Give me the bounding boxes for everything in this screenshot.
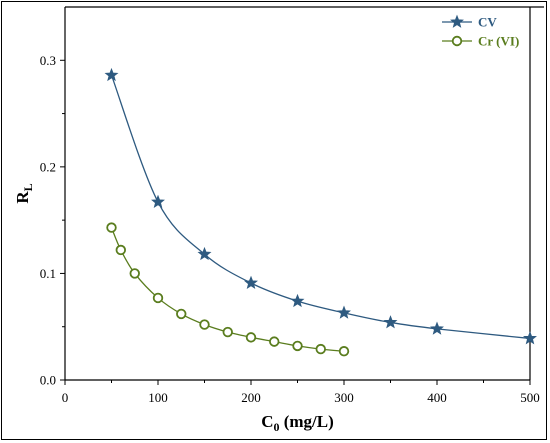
x-tick-label: 500 xyxy=(520,390,540,405)
data-point xyxy=(292,340,303,352)
series-layer xyxy=(104,67,537,357)
legend-label: CV xyxy=(478,15,497,30)
axes: 0 100 200 300 400 500 0.0 0.1 0.2 0.3 xyxy=(40,6,544,405)
y-tick-label: 0.2 xyxy=(40,159,56,174)
data-point xyxy=(245,332,257,343)
legend-label: Cr (VI) xyxy=(478,34,519,49)
data-point xyxy=(383,315,398,329)
data-point xyxy=(315,343,326,355)
data-point xyxy=(269,336,280,347)
y-tick-label: 0.3 xyxy=(40,53,56,68)
x-tick-label: 200 xyxy=(241,390,261,405)
series-2 xyxy=(106,222,350,357)
legend-marker xyxy=(450,14,464,28)
data-point xyxy=(129,268,140,279)
x-tick-label: 400 xyxy=(427,390,447,405)
data-point xyxy=(106,222,117,233)
data-point xyxy=(115,244,127,256)
y-axis-title: RL xyxy=(13,183,35,203)
data-point xyxy=(197,246,212,261)
legend: CV Cr (VI) xyxy=(442,15,519,49)
y-tick-label: 0.0 xyxy=(40,373,56,388)
data-point xyxy=(290,293,305,308)
y-tick-label: 0.1 xyxy=(40,266,56,281)
data-point xyxy=(244,275,258,289)
x-tick-label: 300 xyxy=(334,390,354,405)
x-tick-label: 100 xyxy=(148,390,168,405)
data-point xyxy=(104,67,119,82)
data-point xyxy=(199,319,210,330)
data-point xyxy=(222,326,233,338)
legend-marker xyxy=(451,35,463,47)
data-point xyxy=(151,194,165,208)
data-point xyxy=(430,321,444,335)
data-point xyxy=(152,292,164,304)
x-tick-label: 0 xyxy=(62,390,69,405)
data-point xyxy=(337,305,351,319)
data-point xyxy=(338,346,350,357)
series-line xyxy=(110,74,531,340)
data-point xyxy=(523,331,537,345)
series-1 xyxy=(104,67,537,345)
x-axis-title: C0 (mg/L) xyxy=(261,412,334,434)
data-point xyxy=(176,308,187,320)
